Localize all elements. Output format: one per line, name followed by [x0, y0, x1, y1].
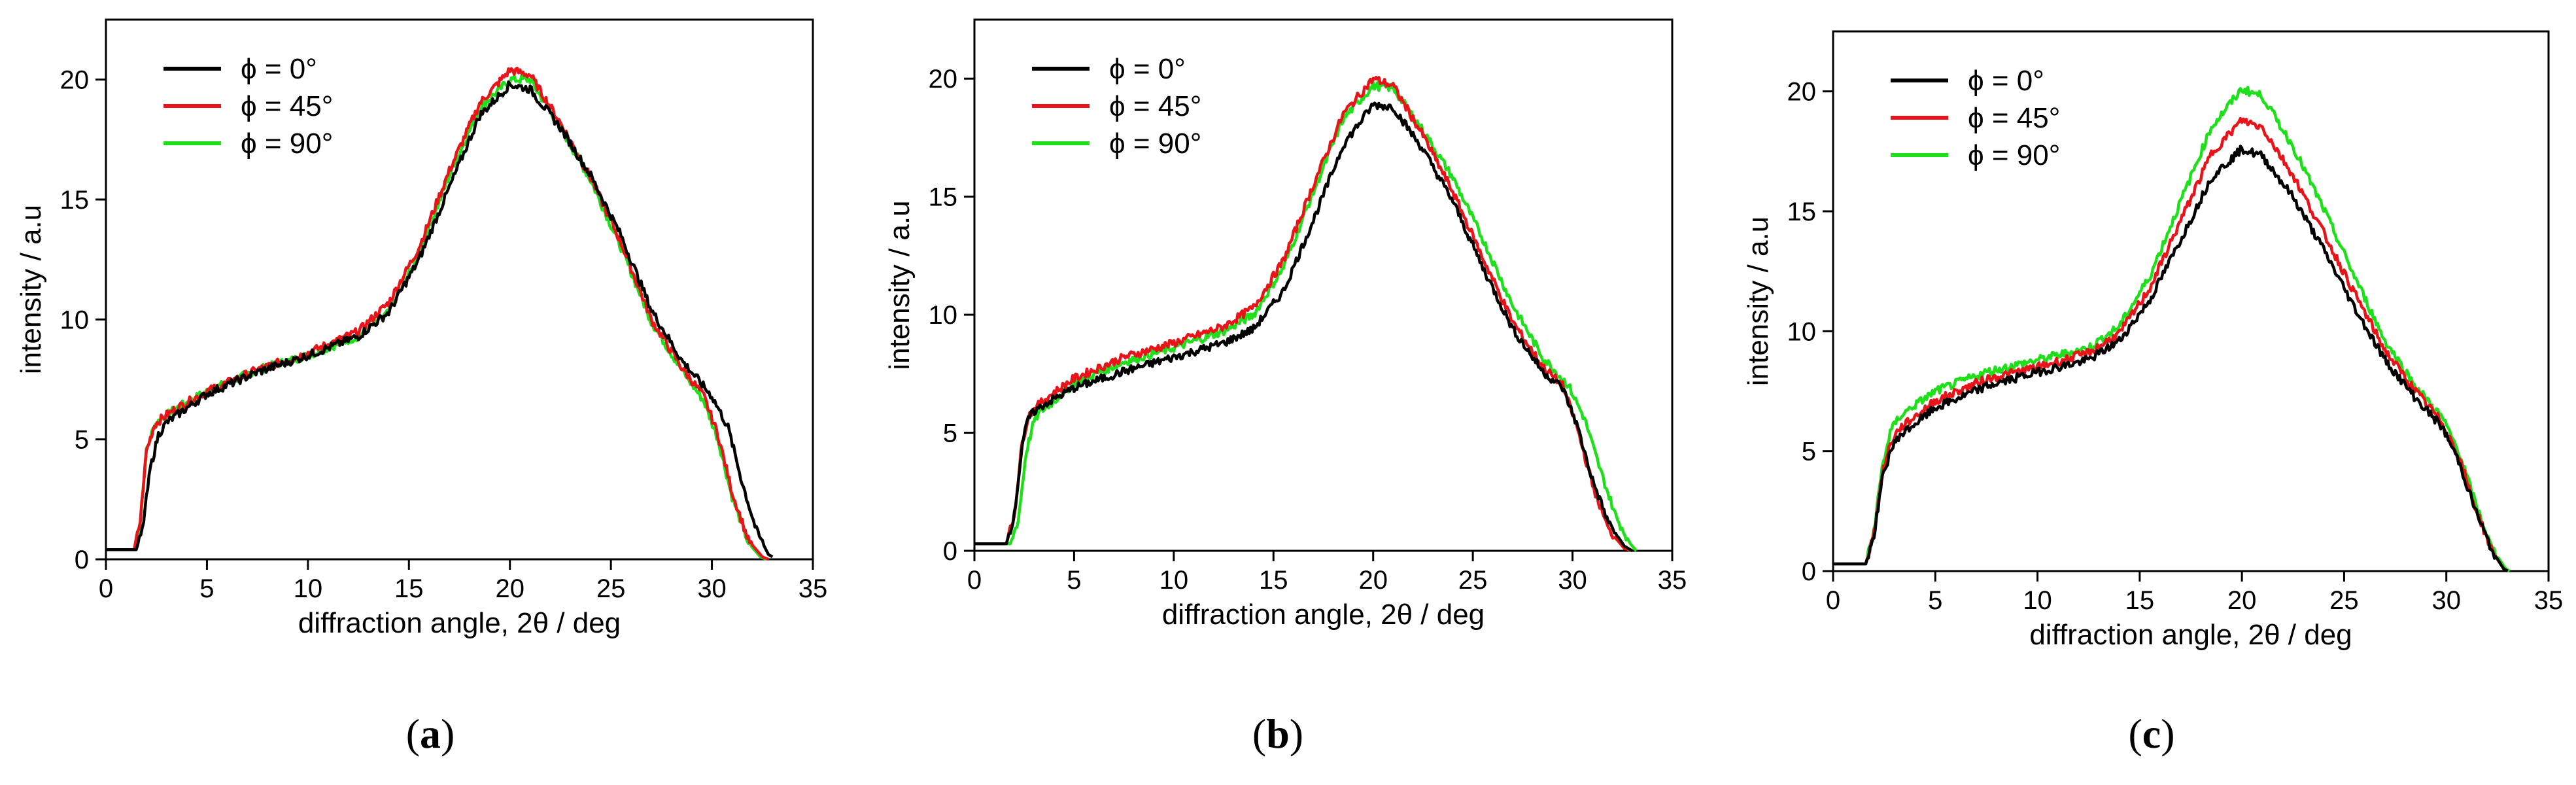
y-tick-label: 0 [943, 537, 957, 566]
panel-label-c: (c) [2128, 710, 2175, 757]
chart-2: 0 5 10 15 20 25 30 35 0 5 10 15 20 diffraction angle,… [1742, 30, 2564, 651]
y-tick-label: 15 [929, 183, 958, 212]
series-line-1 [105, 66, 769, 561]
y-tick-label: 0 [1802, 557, 1816, 586]
x-tick-label: 20 [495, 574, 524, 603]
legend-entry-2: ϕ = 90° [1109, 128, 1201, 160]
legend-entry-1: ϕ = 45° [241, 90, 333, 122]
legend-entry-0: ϕ = 0° [241, 53, 317, 85]
x-tick-label: 15 [1259, 566, 1288, 595]
x-tick-label: 15 [394, 574, 424, 603]
y-tick-label: 20 [60, 66, 90, 95]
series-line-1 [974, 75, 1633, 553]
x-tick-label: 0 [99, 574, 113, 603]
x-tick-label: 20 [2227, 586, 2257, 615]
y-tick-label: 5 [943, 419, 957, 448]
y-tick-label: 20 [1787, 78, 1817, 107]
panel-label-b: (b) [1252, 710, 1304, 757]
series-line-2 [1833, 86, 2511, 572]
x-tick-label: 10 [1159, 566, 1189, 595]
y-axis-label: intensity / a.u [15, 205, 47, 374]
y-tick-label: 15 [1787, 198, 1817, 226]
x-tick-label: 5 [1067, 566, 1081, 595]
y-tick-label: 0 [75, 546, 89, 574]
panel-label-a: (a) [405, 710, 455, 757]
x-tick-label: 20 [1358, 566, 1388, 595]
x-tick-label: 35 [2534, 586, 2564, 615]
legend-entry-1: ϕ = 45° [1109, 90, 1201, 122]
legend-entry-0: ϕ = 0° [1109, 53, 1186, 85]
plot-frame [973, 18, 1674, 552]
y-tick-label: 10 [929, 301, 958, 330]
y-tick-label: 15 [60, 186, 90, 215]
y-tick-label: 10 [60, 305, 90, 334]
chart-0: 0 5 10 15 20 25 30 35 0 5 10 15 20 diffraction angle,… [15, 18, 828, 639]
y-tick-label: 5 [75, 426, 89, 455]
x-tick-label: 5 [199, 574, 214, 603]
legend-entry-0: ϕ = 0° [1968, 65, 2044, 97]
x-tick-label: 25 [1458, 566, 1488, 595]
legend-entry-2: ϕ = 90° [1968, 139, 2060, 171]
series-line-0 [105, 80, 774, 559]
series-line-2 [105, 74, 767, 561]
y-axis-label: intensity / a.u [884, 200, 916, 370]
x-tick-label: 35 [799, 574, 828, 603]
series-line-0 [1833, 145, 2509, 572]
x-axis-label: diffraction angle, 2θ / deg [2029, 619, 2352, 651]
x-tick-label: 0 [1826, 586, 1840, 615]
plot-frame [1832, 30, 2550, 572]
x-tick-label: 10 [294, 574, 323, 603]
y-tick-label: 10 [1787, 317, 1817, 346]
x-tick-label: 5 [1928, 586, 1942, 615]
x-tick-label: 10 [2023, 586, 2052, 615]
chart-1: 0 5 10 15 20 25 30 35 0 5 10 15 20 diffraction angle,… [884, 18, 1687, 631]
x-tick-label: 25 [596, 574, 626, 603]
series-line-2 [974, 80, 1638, 552]
x-tick-label: 15 [2125, 586, 2155, 615]
legend: ϕ = 0° ϕ = 45° ϕ = 90° [1891, 65, 2060, 171]
x-tick-label: 30 [697, 574, 727, 603]
legend-entry-1: ϕ = 45° [1968, 102, 2060, 134]
legend-entry-2: ϕ = 90° [241, 128, 333, 160]
y-tick-label: 5 [1802, 438, 1816, 466]
x-axis-label: diffraction angle, 2θ / deg [298, 607, 621, 639]
x-tick-label: 25 [2329, 586, 2359, 615]
x-tick-label: 30 [2431, 586, 2461, 615]
y-axis-label: intensity / a.u [1742, 217, 1774, 386]
legend: ϕ = 0° ϕ = 45° ϕ = 90° [1032, 53, 1201, 160]
x-tick-label: 30 [1558, 566, 1587, 595]
plot-frame [105, 18, 814, 561]
x-axis-label: diffraction angle, 2θ / deg [1162, 599, 1485, 631]
y-tick-label: 20 [929, 65, 958, 94]
legend: ϕ = 0° ϕ = 45° ϕ = 90° [163, 53, 333, 160]
series-line-1 [1833, 116, 2509, 572]
series-line-0 [974, 101, 1634, 552]
x-tick-label: 0 [967, 566, 982, 595]
x-tick-label: 35 [1658, 566, 1687, 595]
